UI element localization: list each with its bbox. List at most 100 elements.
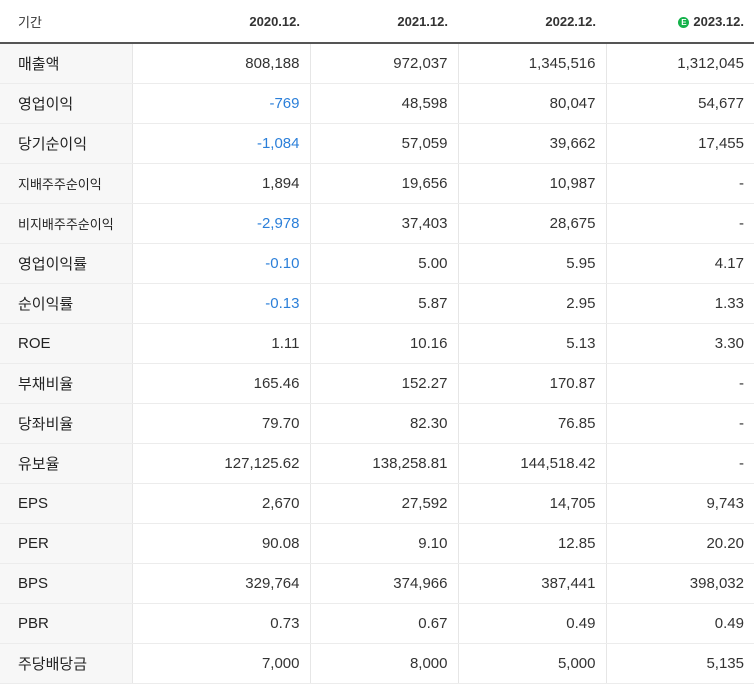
table-cell: 5.00	[309, 243, 458, 284]
table-cell: -0.10	[131, 243, 310, 284]
row-label: BPS	[0, 563, 132, 604]
table-cell: 9,743	[605, 483, 754, 524]
period-header-2023-label: 2023.12.	[693, 13, 744, 29]
table-row: 순이익률 -0.13 5.87 2.95 1.33	[0, 283, 754, 324]
table-cell: 387,441	[457, 563, 606, 604]
table-cell: 79.70	[131, 403, 310, 444]
table-cell: 10,987	[457, 163, 606, 204]
period-header-label: 기간	[0, 0, 132, 44]
table-cell: 170.87	[457, 363, 606, 404]
row-label: 당좌비율	[0, 403, 132, 444]
table-cell: -0.13	[131, 283, 310, 324]
table-cell: 1.33	[605, 283, 754, 324]
table-row: 영업이익 -769 48,598 80,047 54,677	[0, 83, 754, 124]
table-cell: 19,656	[309, 163, 458, 204]
table-row: 비지배주주순이익 -2,978 37,403 28,675-	[0, 203, 754, 244]
table-cell: 8,000	[309, 643, 458, 684]
table-cell: 1,312,045	[605, 43, 754, 84]
table-cell: 57,059	[309, 123, 458, 164]
row-label: 지배주주순이익	[0, 163, 132, 204]
row-label: 부채비율	[0, 363, 132, 404]
table-cell: 0.67	[309, 603, 458, 644]
table-cell: 329,764	[131, 563, 310, 604]
table-row: 당기순이익 -1,084 57,059 39,662 17,455	[0, 123, 754, 164]
table-cell: -	[605, 363, 754, 404]
table-cell: 2.95	[457, 283, 606, 324]
row-label: 영업이익	[0, 83, 132, 124]
table-cell: -	[605, 203, 754, 244]
table-cell: -769	[131, 83, 310, 124]
row-label: ROE	[0, 323, 132, 364]
table-cell: 5.95	[457, 243, 606, 284]
table-cell: 54,677	[605, 83, 754, 124]
table-cell: 0.73	[131, 603, 310, 644]
table-row: PBR 0.73 0.67 0.49 0.49	[0, 603, 754, 644]
table-cell: 10.16	[309, 323, 458, 364]
table-cell: 5,000	[457, 643, 606, 684]
table-cell: 1,345,516	[457, 43, 606, 84]
table-cell: 9.10	[309, 523, 458, 564]
row-label: 당기순이익	[0, 123, 132, 164]
table-cell: 48,598	[309, 83, 458, 124]
period-header-2021: 2021.12.	[310, 0, 458, 44]
table-cell: 0.49	[457, 603, 606, 644]
table-cell: 3.30	[605, 323, 754, 364]
table-row: EPS 2,670 27,592 14,705 9,743	[0, 483, 754, 524]
table-cell: 0.49	[605, 603, 754, 644]
table-cell: 152.27	[309, 363, 458, 404]
table-cell: 12.85	[457, 523, 606, 564]
table-cell: 20.20	[605, 523, 754, 564]
period-header-2022: 2022.12.	[458, 0, 606, 44]
table-cell: 127,125.62	[131, 443, 310, 484]
row-label: PBR	[0, 603, 132, 644]
row-label: 비지배주주순이익	[0, 203, 132, 244]
table-cell: -	[605, 403, 754, 444]
table-cell: 76.85	[457, 403, 606, 444]
table-cell: 5.87	[309, 283, 458, 324]
table-cell: 5.13	[457, 323, 606, 364]
period-header-2023-estimate: E 2023.12.	[606, 0, 754, 44]
table-cell: -1,084	[131, 123, 310, 164]
table-cell: -	[605, 163, 754, 204]
table-row: 영업이익률 -0.10 5.00 5.95 4.17	[0, 243, 754, 284]
table-cell: 4.17	[605, 243, 754, 284]
table-cell: 14,705	[457, 483, 606, 524]
table-cell: 398,032	[605, 563, 754, 604]
table-row: 유보율 127,125.62 138,258.81 144,518.42-	[0, 443, 754, 484]
row-label: 순이익률	[0, 283, 132, 324]
table-cell: 17,455	[605, 123, 754, 164]
table-cell: 1,894	[131, 163, 310, 204]
table-cell: 1.11	[131, 323, 310, 364]
table-cell: 37,403	[309, 203, 458, 244]
table-row: 지배주주순이익 1,894 19,656 10,987-	[0, 163, 754, 204]
table-row: 당좌비율 79.70 82.30 76.85-	[0, 403, 754, 444]
table-cell: 2,670	[131, 483, 310, 524]
row-label: PER	[0, 523, 132, 564]
table-cell: 5,135	[605, 643, 754, 684]
table-cell: 27,592	[309, 483, 458, 524]
table-cell: 28,675	[457, 203, 606, 244]
period-header-2020: 2020.12.	[132, 0, 310, 44]
table-header-row: 기간 2020.12. 2021.12. 2022.12. E 2023.12.	[0, 0, 754, 44]
table-row: 매출액 808,188 972,037 1,345,516 1,312,045	[0, 43, 754, 84]
row-label: EPS	[0, 483, 132, 524]
table-cell: 165.46	[131, 363, 310, 404]
table-row: 부채비율 165.46 152.27 170.87-	[0, 363, 754, 404]
table-row: ROE 1.11 10.16 5.13 3.30	[0, 323, 754, 364]
table-cell: 80,047	[457, 83, 606, 124]
table-cell: 138,258.81	[309, 443, 458, 484]
table-cell: 82.30	[309, 403, 458, 444]
table-cell: -2,978	[131, 203, 310, 244]
table-cell: 972,037	[309, 43, 458, 84]
table-cell: 39,662	[457, 123, 606, 164]
row-label: 유보율	[0, 443, 132, 484]
table-cell: 90.08	[131, 523, 310, 564]
row-label: 영업이익률	[0, 243, 132, 284]
table-row: PER 90.08 9.10 12.85 20.20	[0, 523, 754, 564]
table-cell: 374,966	[309, 563, 458, 604]
row-label: 매출액	[0, 43, 132, 84]
table-cell: 7,000	[131, 643, 310, 684]
table-cell: 144,518.42	[457, 443, 606, 484]
row-label: 주당배당금	[0, 643, 132, 684]
